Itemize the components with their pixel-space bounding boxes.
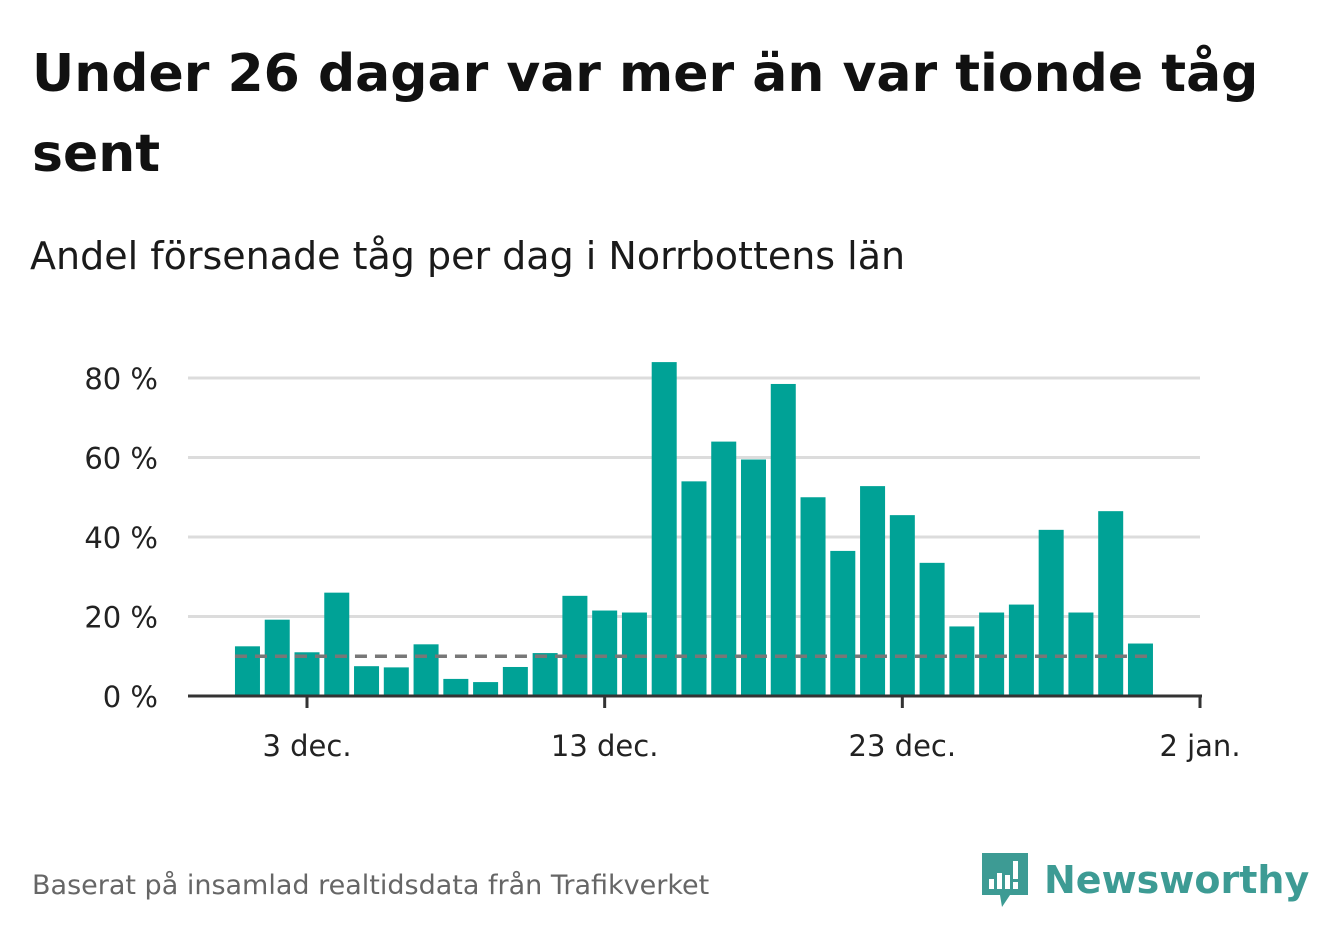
- chart-title: Under 26 dagar var mer än var tionde tåg…: [32, 44, 1259, 184]
- x-tick-label: 2 jan.: [1159, 729, 1240, 763]
- y-tick-label: 20 %: [84, 601, 158, 635]
- brand-name: Newsworthy: [1044, 858, 1310, 902]
- bar: [949, 626, 975, 696]
- bar-chart: 0 % 20 % 40 % 60 % 80 % 3 dec. 13 dec. 23 dec.…: [84, 362, 1241, 763]
- bar: [502, 666, 528, 696]
- y-tick-label: 60 %: [84, 442, 158, 476]
- y-tick-label: 0 %: [103, 680, 158, 714]
- bar: [354, 666, 380, 696]
- y-tick-label: 80 %: [84, 362, 158, 396]
- y-axis-ticks: 0 % 20 % 40 % 60 % 80 %: [84, 362, 158, 714]
- bar: [1068, 612, 1094, 696]
- bar: [532, 653, 558, 696]
- y-tick-label: 40 %: [84, 521, 158, 555]
- bar: [592, 610, 618, 696]
- bar: [681, 481, 707, 696]
- bar: [1127, 643, 1153, 696]
- bar: [770, 383, 796, 696]
- bar: [1008, 604, 1034, 696]
- bar: [443, 678, 469, 696]
- bar: [711, 441, 737, 696]
- newsworthy-logo-icon: [982, 853, 1028, 907]
- bar: [413, 644, 439, 696]
- bar: [889, 515, 915, 696]
- x-tick-label: 3 dec.: [262, 729, 351, 763]
- bar: [800, 497, 826, 696]
- bar: [234, 646, 260, 696]
- bar: [383, 667, 409, 696]
- bar: [1038, 529, 1064, 696]
- bar: [830, 550, 856, 696]
- bar: [1098, 511, 1124, 696]
- bar: [979, 612, 1005, 696]
- bars: [234, 362, 1153, 696]
- brand-logo: Newsworthy: [980, 850, 1309, 910]
- chart-subtitle: Andel försenade tåg per dag i Norrbotten…: [30, 234, 906, 278]
- bar: [562, 595, 588, 696]
- bar: [621, 612, 647, 696]
- x-axis: 3 dec. 13 dec. 23 dec. 2 jan.: [188, 694, 1241, 763]
- x-tick-label: 23 dec.: [849, 729, 957, 763]
- source-note: Baserat på insamlad realtidsdata från Tr…: [32, 870, 710, 901]
- bar: [860, 486, 886, 696]
- bar: [324, 592, 350, 696]
- bar: [294, 652, 320, 696]
- x-tick-label: 13 dec.: [551, 729, 659, 763]
- bar: [740, 459, 767, 696]
- bar: [473, 682, 499, 696]
- bar: [651, 362, 677, 696]
- bar: [919, 562, 945, 696]
